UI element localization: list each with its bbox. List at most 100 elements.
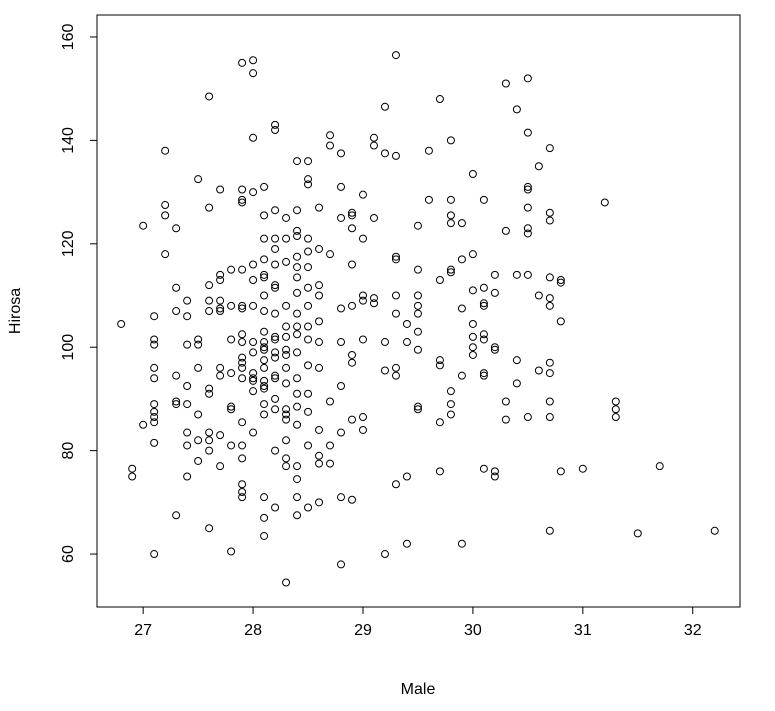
point — [293, 157, 302, 166]
point — [512, 379, 521, 388]
point — [150, 550, 159, 559]
point — [249, 376, 258, 385]
point — [358, 234, 367, 243]
point — [326, 131, 335, 140]
point — [304, 335, 313, 344]
point — [205, 203, 214, 212]
point — [183, 428, 192, 437]
point — [150, 340, 159, 349]
y-tick-label: 120 — [60, 230, 77, 257]
point — [227, 301, 236, 310]
point — [282, 350, 291, 359]
point — [260, 345, 269, 354]
point — [435, 356, 444, 365]
point — [271, 260, 280, 269]
point — [227, 441, 236, 450]
point — [293, 511, 302, 520]
point — [545, 273, 554, 282]
point — [260, 307, 269, 316]
point — [183, 382, 192, 391]
point — [260, 400, 269, 409]
point — [150, 312, 159, 321]
point — [271, 348, 280, 357]
point — [424, 146, 433, 155]
point — [326, 141, 335, 150]
point — [205, 446, 214, 455]
point — [249, 133, 258, 142]
point — [282, 322, 291, 331]
point — [479, 283, 488, 292]
point — [391, 255, 400, 264]
point — [600, 198, 609, 207]
point — [271, 405, 280, 414]
point — [315, 459, 324, 468]
point — [150, 438, 159, 447]
point — [413, 265, 422, 274]
x-tick-label: 28 — [244, 622, 262, 639]
point — [238, 441, 247, 450]
point — [271, 244, 280, 253]
point — [293, 263, 302, 272]
point — [380, 366, 389, 375]
point — [479, 369, 488, 378]
point — [282, 578, 291, 587]
point — [337, 338, 346, 347]
point — [523, 229, 532, 238]
point — [523, 413, 532, 422]
point — [611, 397, 620, 406]
point — [216, 462, 225, 471]
point — [150, 413, 159, 422]
y-tick-label: 80 — [60, 442, 77, 460]
point — [271, 309, 280, 318]
point — [369, 213, 378, 222]
point — [468, 350, 477, 359]
point — [293, 226, 302, 235]
point — [282, 410, 291, 419]
point — [260, 291, 269, 300]
point — [326, 397, 335, 406]
point — [435, 95, 444, 104]
point — [205, 436, 214, 445]
point — [479, 195, 488, 204]
point — [249, 348, 258, 357]
point — [271, 446, 280, 455]
point — [282, 345, 291, 354]
point — [348, 495, 357, 504]
point — [348, 260, 357, 269]
point — [348, 358, 357, 367]
point — [468, 170, 477, 179]
x-axis-label: Male — [401, 681, 436, 698]
point — [633, 529, 642, 538]
point — [205, 92, 214, 101]
point — [282, 436, 291, 445]
point — [523, 182, 532, 191]
point — [523, 185, 532, 194]
point — [326, 459, 335, 468]
point — [391, 371, 400, 380]
point — [216, 304, 225, 313]
point — [238, 480, 247, 489]
point — [556, 276, 565, 285]
point — [326, 441, 335, 450]
point — [358, 291, 367, 300]
point — [402, 338, 411, 347]
point — [238, 454, 247, 463]
y-tick-label: 160 — [60, 24, 77, 51]
point — [271, 503, 280, 512]
point — [205, 428, 214, 437]
point — [183, 441, 192, 450]
point — [293, 252, 302, 261]
point — [271, 394, 280, 403]
point — [260, 531, 269, 540]
point — [304, 503, 313, 512]
point — [139, 221, 148, 230]
point — [391, 252, 400, 261]
point — [194, 456, 203, 465]
point — [260, 513, 269, 522]
x-tick-label: 29 — [354, 622, 372, 639]
point — [172, 283, 181, 292]
point — [304, 263, 313, 272]
point — [183, 296, 192, 305]
point — [260, 234, 269, 243]
